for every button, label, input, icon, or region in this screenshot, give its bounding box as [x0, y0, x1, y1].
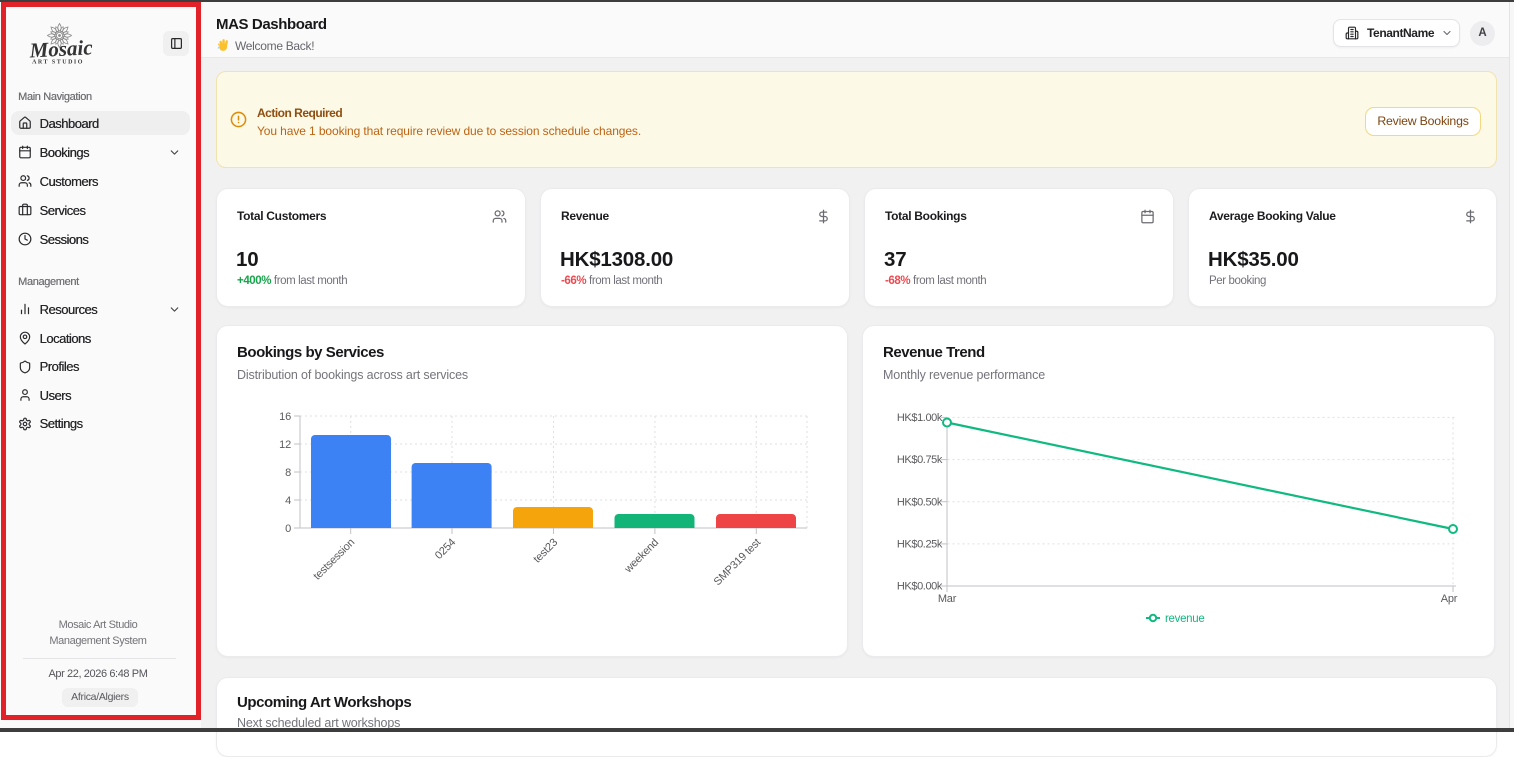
svg-text:SMP319 test: SMP319 test [712, 537, 764, 589]
svg-text:Mosaic: Mosaic [28, 35, 94, 62]
svg-text:testsession: testsession [311, 537, 357, 583]
svg-text:HK$0.50k: HK$0.50k [897, 496, 943, 508]
svg-text:HK$1.00k: HK$1.00k [897, 412, 943, 424]
svg-text:0: 0 [285, 523, 291, 535]
svg-text:ART STUDIO: ART STUDIO [32, 60, 84, 66]
svg-text:Apr: Apr [1441, 593, 1458, 605]
svg-text:test23: test23 [531, 537, 560, 566]
svg-text:Mar: Mar [938, 593, 957, 605]
svg-text:4: 4 [285, 495, 291, 507]
svg-text:16: 16 [279, 411, 291, 423]
svg-text:12: 12 [279, 439, 291, 451]
svg-text:8: 8 [285, 467, 291, 479]
svg-text:HK$0.75k: HK$0.75k [897, 454, 943, 466]
svg-text:revenue: revenue [1165, 613, 1204, 625]
svg-text:HK$0.00k: HK$0.00k [897, 581, 943, 593]
svg-text:HK$0.25k: HK$0.25k [897, 539, 943, 551]
svg-text:0254: 0254 [433, 537, 458, 562]
svg-text:weekend: weekend [622, 537, 661, 576]
